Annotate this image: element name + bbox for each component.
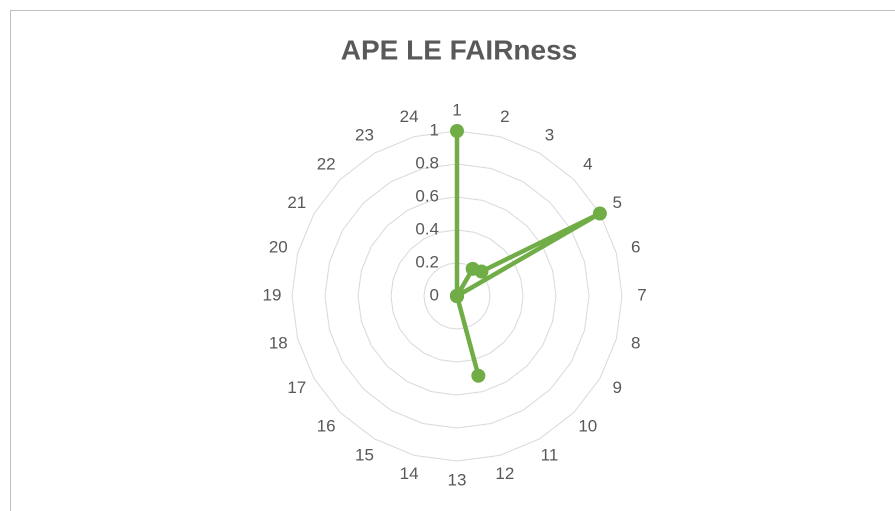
category-label: 15 — [355, 446, 374, 465]
y-tick-label: 1 — [430, 120, 439, 139]
category-label: 23 — [355, 125, 374, 144]
y-tick-label: 0.8 — [415, 153, 439, 172]
category-label: 5 — [612, 193, 621, 212]
category-label: 13 — [448, 470, 467, 489]
category-label: 3 — [545, 125, 554, 144]
y-tick-label: 0.4 — [415, 219, 439, 238]
category-label: 6 — [631, 238, 640, 257]
series-marker — [450, 124, 464, 138]
category-label: 17 — [287, 378, 306, 397]
category-label: 1 — [452, 100, 461, 119]
category-label: 7 — [637, 285, 646, 304]
category-label: 11 — [541, 446, 559, 465]
chart-frame — [10, 10, 895, 511]
category-label: 8 — [631, 333, 640, 352]
category-label: 24 — [400, 107, 419, 126]
category-label: 12 — [495, 464, 514, 483]
category-label: 21 — [287, 193, 306, 212]
category-label: 14 — [400, 464, 419, 483]
category-label: 16 — [317, 416, 336, 435]
y-tick-label: 0.6 — [415, 186, 439, 205]
category-label: 9 — [612, 378, 621, 397]
y-tick-label: 0.2 — [415, 252, 439, 271]
category-label: 18 — [269, 333, 288, 352]
category-label: 22 — [317, 155, 336, 174]
y-tick-label: 0 — [430, 285, 439, 304]
series-marker — [474, 264, 489, 279]
series-marker — [471, 368, 486, 383]
category-label: 19 — [263, 285, 282, 304]
series-marker — [592, 206, 607, 221]
category-label: 20 — [269, 238, 288, 257]
chart-title: APE LE FAIRness — [341, 34, 578, 65]
category-label: 2 — [500, 107, 509, 126]
category-label: 10 — [578, 416, 597, 435]
series-marker — [450, 289, 464, 303]
category-label: 4 — [583, 155, 592, 174]
